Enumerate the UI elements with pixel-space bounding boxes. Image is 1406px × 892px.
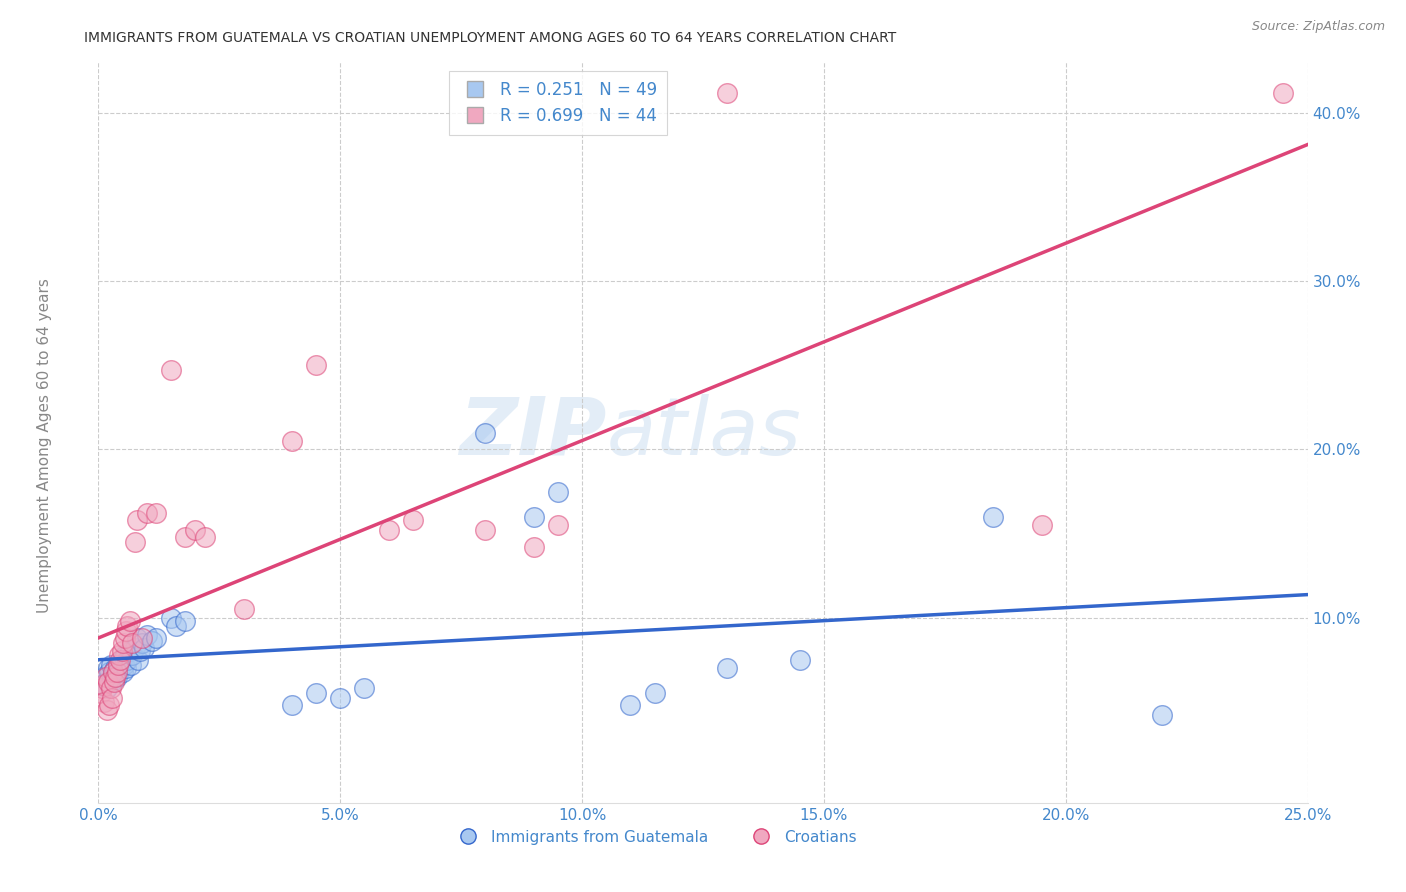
Point [145,631,167,645]
Point [90,686,112,700]
Point [96,681,118,696]
Point [281,434,304,448]
Legend: Immigrants from Guatemala, Croatians: Immigrants from Guatemala, Croatians [446,823,863,851]
Point [111,653,134,667]
Point [981,509,1004,524]
Point [105,665,128,679]
Point [108,661,131,675]
Point [305,359,328,373]
Point [104,670,127,684]
Point [104,661,127,675]
Point [91,678,114,692]
Point [114,631,136,645]
Point [107,657,129,672]
Point [131,636,153,650]
Point [111,636,134,650]
Point [98,698,121,713]
Point [107,665,129,679]
Point [118,644,141,658]
Point [101,691,124,706]
Point [103,674,125,689]
Point [329,691,352,706]
Point [131,631,153,645]
Point [111,644,134,658]
Point [101,665,124,679]
Point [101,665,124,679]
Point [105,670,128,684]
Point [134,640,156,655]
Point [108,653,131,667]
Point [716,86,738,100]
Text: Source: ZipAtlas.com: Source: ZipAtlas.com [1251,20,1385,33]
Point [716,661,738,675]
Point [141,634,163,648]
Point [117,619,139,633]
Point [117,653,139,667]
Point [1031,518,1053,533]
Point [100,657,122,672]
Point [474,523,496,537]
Point [93,695,115,709]
Point [94,670,117,684]
Point [619,698,641,713]
Point [184,523,207,537]
Point [98,665,121,679]
Point [232,602,254,616]
Point [124,640,146,655]
Point [124,535,146,549]
Point [121,648,143,662]
Point [474,425,496,440]
Point [1272,86,1295,100]
Point [114,648,136,662]
Point [174,614,197,628]
Point [145,507,167,521]
Point [353,681,375,696]
Point [160,610,183,624]
Text: IMMIGRANTS FROM GUATEMALA VS CROATIAN UNEMPLOYMENT AMONG AGES 60 TO 64 YEARS COR: IMMIGRANTS FROM GUATEMALA VS CROATIAN UN… [84,31,897,45]
Point [644,686,666,700]
Point [97,674,120,689]
Point [523,509,546,524]
Point [194,530,217,544]
Point [402,513,425,527]
Point [165,619,187,633]
Point [103,673,125,687]
Point [120,657,142,672]
Point [1152,708,1174,723]
Point [100,681,122,696]
Point [127,513,149,527]
Point [97,661,120,675]
Point [107,657,129,672]
Point [547,518,569,533]
Point [281,698,304,713]
Point [305,686,328,700]
Point [96,703,118,717]
Point [135,507,157,521]
Text: Unemployment Among Ages 60 to 64 years: Unemployment Among Ages 60 to 64 years [38,278,52,614]
Point [91,681,114,696]
Point [377,523,399,537]
Point [111,665,134,679]
Point [121,636,143,650]
Point [128,644,150,658]
Point [94,674,117,689]
Point [90,678,112,692]
Point [160,363,183,377]
Text: ZIP: ZIP [458,393,606,472]
Point [101,670,124,684]
Point [547,484,569,499]
Point [523,540,546,554]
Point [118,614,141,628]
Point [174,530,197,544]
Point [115,624,138,639]
Point [112,657,135,672]
Text: atlas: atlas [606,393,801,472]
Point [91,670,114,684]
Point [135,627,157,641]
Point [789,653,811,667]
Point [127,653,149,667]
Point [127,631,149,645]
Point [115,661,138,675]
Point [107,648,129,662]
